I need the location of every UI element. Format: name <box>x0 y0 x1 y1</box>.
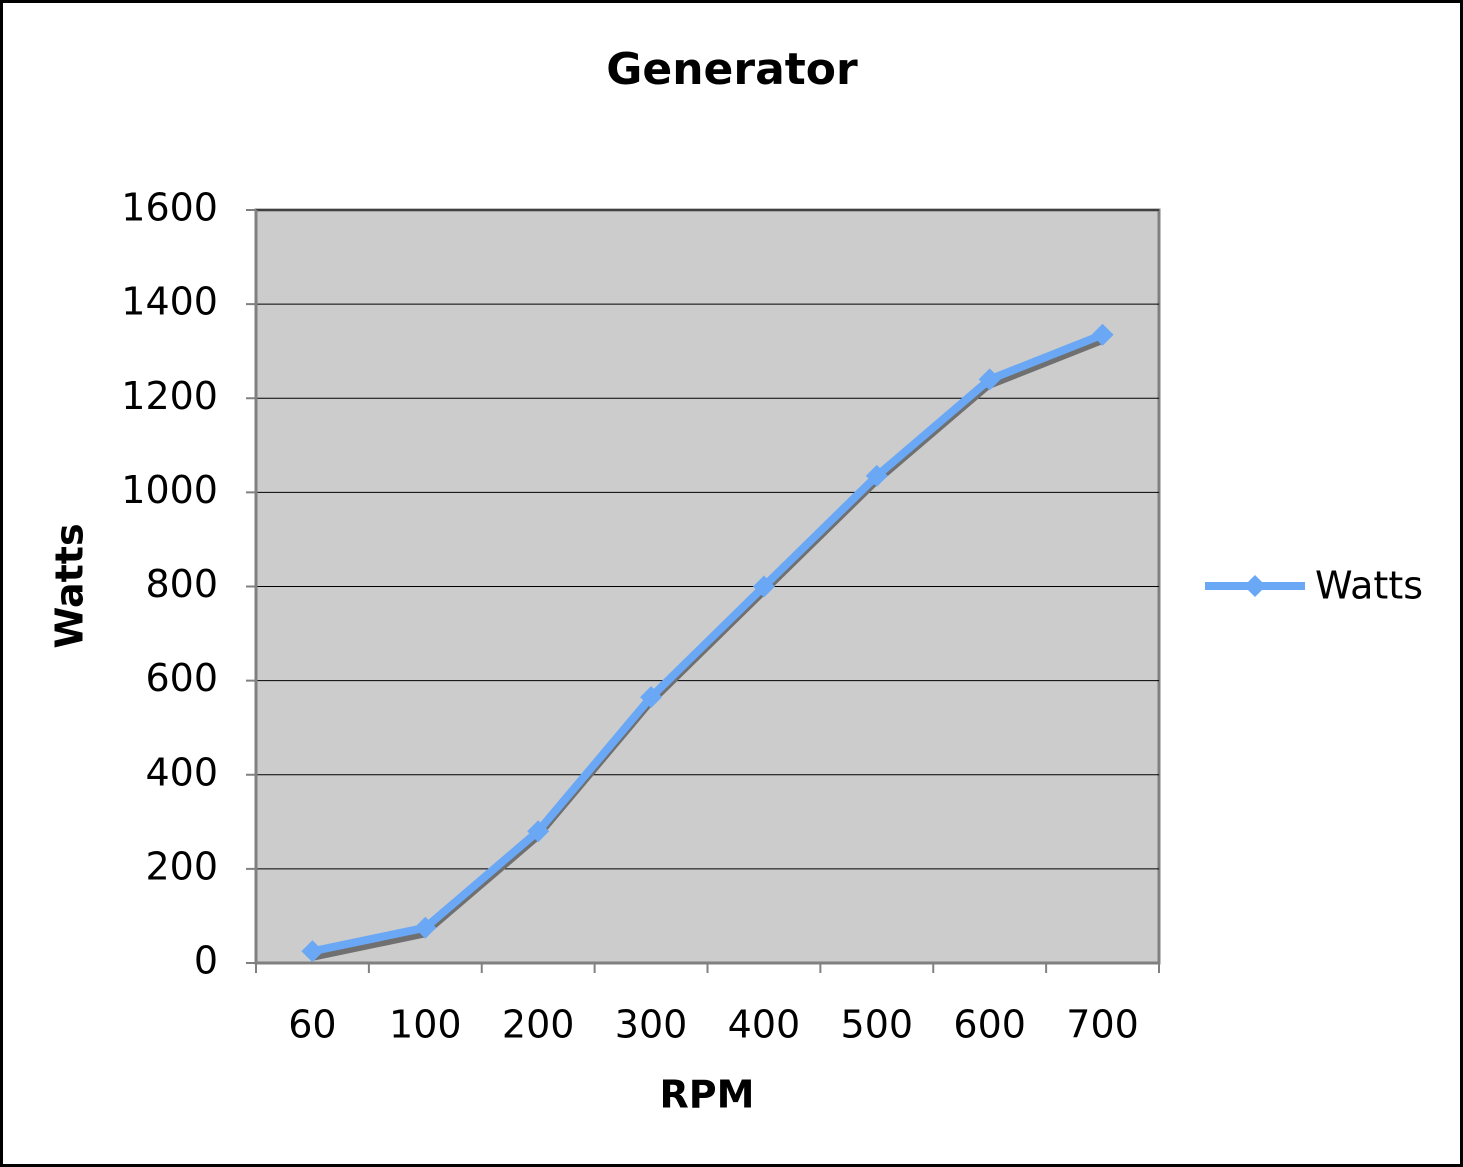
y-tick-label: 1200 <box>121 374 218 418</box>
marker <box>527 820 550 843</box>
x-tick-label: 400 <box>728 1003 801 1047</box>
chart-title: Generator <box>606 44 858 95</box>
y-tick-label: 200 <box>145 844 218 888</box>
x-axis-label: RPM <box>660 1073 755 1117</box>
y-tick-label: 0 <box>194 939 218 983</box>
legend-marker <box>1244 575 1266 597</box>
marker <box>865 464 888 487</box>
y-tick-label: 1600 <box>121 186 218 230</box>
x-tick-label: 100 <box>389 1003 462 1047</box>
marker <box>752 575 775 598</box>
marker <box>414 916 437 939</box>
legend-label: Watts <box>1315 564 1423 608</box>
y-tick-label: 1000 <box>121 468 218 512</box>
x-tick-label: 500 <box>841 1003 914 1047</box>
y-tick-label: 800 <box>145 562 218 606</box>
marker <box>301 940 324 963</box>
x-tick-label: 60 <box>288 1003 336 1047</box>
y-tick-label: 600 <box>145 656 218 700</box>
line <box>311 330 1105 956</box>
y-axis-label: Watts <box>48 523 92 648</box>
marker <box>640 686 663 709</box>
x-tick-label: 200 <box>502 1003 575 1047</box>
marker <box>1091 323 1114 346</box>
x-tick-label: 700 <box>1066 1003 1139 1047</box>
x-tick-label: 300 <box>615 1003 688 1047</box>
y-tick-label: 400 <box>145 750 218 794</box>
x-tick-label: 600 <box>953 1003 1026 1047</box>
y-tick-label: 1400 <box>121 280 218 324</box>
marker <box>978 368 1001 391</box>
